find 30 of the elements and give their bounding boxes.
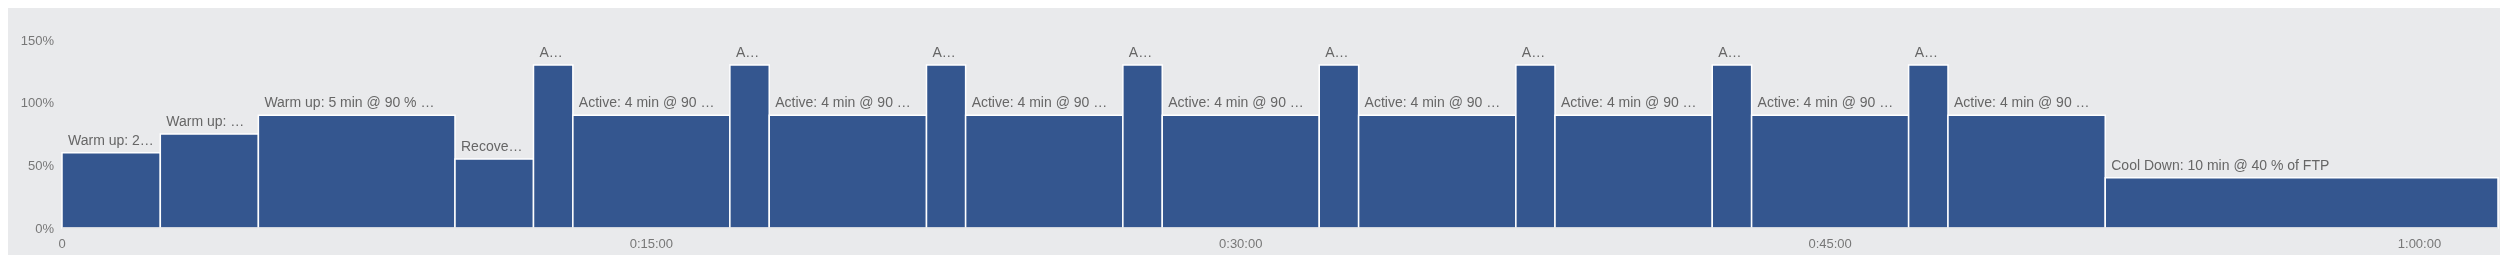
x-tick-label: 0:45:00 [1808, 236, 1852, 251]
x-tick-label: 1:00:00 [2397, 236, 2442, 251]
data-label: A… [735, 44, 760, 61]
data-label: Active: 4 min @ 90 … [1168, 94, 1304, 111]
data-label: A… [1128, 44, 1153, 61]
data-label: Active: 4 min @ 90 … [1954, 94, 2090, 111]
data-label: A… [1914, 44, 1938, 61]
data-label: Warm up: 2… [68, 131, 154, 148]
data-label: Active: 4 min @ 90 … [578, 94, 715, 111]
data-label: Warm up: 5 min @ 90 % … [264, 94, 435, 111]
data-label: Active: 4 min @ 90 … [1561, 94, 1697, 111]
data-label: Cool Down: 10 min @ 40 % of FTP [2111, 156, 2330, 173]
data-label: A… [1521, 44, 1546, 61]
y-tick-label: 50% [27, 157, 55, 173]
x-tick-label: 0:15:00 [629, 236, 674, 251]
data-label: Active: 4 min @ 90 … [971, 94, 1108, 111]
data-label: A… [1325, 44, 1349, 61]
data-label: Recove… [460, 138, 523, 155]
data-label: A… [539, 44, 563, 61]
data-label: Active: 4 min @ 90 … [1364, 94, 1501, 111]
x-tick-label: 0:30:00 [1219, 236, 1263, 251]
data-label: Active: 4 min @ 90 … [775, 94, 911, 111]
data-label: A… [932, 44, 956, 61]
y-tick-label: 0% [35, 220, 55, 236]
x-tick-label: 0 [58, 236, 66, 251]
y-tick-label: 100% [20, 95, 55, 111]
data-label: A… [1718, 44, 1742, 61]
y-tick-label: 150% [20, 32, 55, 48]
data-label: Warm up: … [166, 113, 245, 129]
data-label: Active: 4 min @ 90 … [1757, 94, 1894, 111]
